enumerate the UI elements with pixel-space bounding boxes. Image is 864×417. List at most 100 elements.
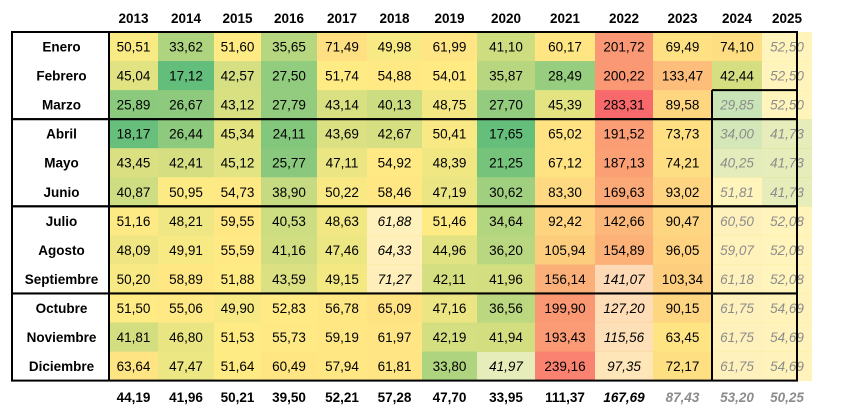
heatmap-cell <box>261 177 317 207</box>
cell-value: 67,12 <box>548 156 582 171</box>
heatmap-cell <box>317 32 367 62</box>
heatmap-cell <box>535 32 595 62</box>
heatmap-cell <box>595 32 653 62</box>
heatmap-cell <box>653 206 712 236</box>
cell-value: 48,39 <box>433 156 467 171</box>
heatmap-cell <box>261 293 317 323</box>
cell-value: 61,75 <box>720 359 754 374</box>
cell-value: 201,72 <box>603 40 644 55</box>
cell-value: 50,20 <box>117 272 151 287</box>
cell-value: 40,87 <box>117 185 151 200</box>
heatmap-cell <box>712 235 762 265</box>
heatmap-cell <box>712 148 762 178</box>
quarter-border <box>11 292 798 382</box>
annual-average-value: 57,28 <box>378 390 412 405</box>
year-header: 2014 <box>171 11 202 26</box>
month-label: Abril <box>46 127 77 142</box>
month-label: Junio <box>44 185 80 200</box>
heatmap-cell <box>712 351 762 382</box>
cell-value: 43,45 <box>117 156 151 171</box>
heatmap-cell <box>535 264 595 294</box>
heatmap-cell <box>158 90 214 120</box>
heatmap-cell <box>595 90 653 120</box>
cell-value: 154,89 <box>603 243 644 258</box>
heatmap-cell <box>595 322 653 353</box>
cell-value: 54,69 <box>770 359 804 374</box>
annual-average-value: 41,96 <box>169 390 203 405</box>
cell-value: 239,16 <box>544 359 585 374</box>
cell-value: 29,85 <box>719 98 754 113</box>
cell-value: 40,25 <box>720 156 754 171</box>
cell-value: 48,75 <box>433 98 467 113</box>
heatmap-cell <box>712 32 762 62</box>
heatmap-cell <box>109 206 158 236</box>
heatmap-cell <box>158 351 214 382</box>
year-header: 2015 <box>222 11 253 26</box>
cell-value: 47,11 <box>326 156 359 171</box>
heatmap-cell <box>477 61 535 91</box>
heatmap-cell <box>367 119 422 149</box>
cell-value: 36,20 <box>489 243 523 258</box>
heatmap-cell <box>261 322 317 353</box>
heatmap-cell <box>317 119 367 149</box>
cell-value: 65,09 <box>378 301 412 316</box>
cell-value: 45,39 <box>548 98 582 113</box>
heatmap-cell <box>214 32 261 62</box>
cell-value: 52,08 <box>770 214 804 229</box>
heatmap-cell <box>477 206 535 236</box>
cell-value: 142,66 <box>603 214 644 229</box>
heatmap-cell <box>214 177 261 207</box>
cell-value: 41,94 <box>489 330 523 345</box>
cell-value: 27,79 <box>272 98 306 113</box>
heatmap-cell <box>477 90 535 120</box>
heatmap-cell <box>317 206 367 236</box>
cell-value: 61,75 <box>720 330 754 345</box>
heatmap-cell <box>214 148 261 178</box>
year-header: 2024 <box>722 11 753 26</box>
cell-value: 38,90 <box>272 185 306 200</box>
month-label: Octubre <box>36 301 88 316</box>
heatmap-cell <box>653 61 712 91</box>
cell-value: 35,87 <box>489 69 523 84</box>
heatmap-cell <box>762 119 812 149</box>
heatmap-cell <box>762 322 812 353</box>
heatmap-cell <box>762 148 812 178</box>
year-header: 2022 <box>609 11 639 26</box>
heatmap-cell <box>653 351 712 382</box>
year-header: 2020 <box>491 11 521 26</box>
cell-value: 103,34 <box>662 272 704 287</box>
cell-value: 41,10 <box>489 40 523 55</box>
cell-value: 51,46 <box>433 214 467 229</box>
heatmap-cell <box>261 206 317 236</box>
cell-value: 96,05 <box>666 243 700 258</box>
cell-value: 63,45 <box>666 330 700 345</box>
cell-value: 52,50 <box>770 40 804 55</box>
month-label: Diciembre <box>29 359 95 374</box>
month-label: Marzo <box>42 98 81 113</box>
heatmap-cell <box>317 148 367 178</box>
heatmap-cell <box>158 322 214 353</box>
cell-value: 17,12 <box>169 69 203 84</box>
cell-value: 41,16 <box>272 243 306 258</box>
annual-average-value: 39,50 <box>272 390 306 405</box>
cell-value: 24,11 <box>273 127 306 142</box>
heatmap-cell <box>367 235 422 265</box>
cell-value: 57,94 <box>325 359 359 374</box>
heatmap-cell <box>214 351 261 382</box>
heatmap-cell <box>158 177 214 207</box>
cell-value: 191,52 <box>603 127 644 142</box>
cell-value: 64,33 <box>378 243 412 258</box>
heatmap-cell <box>535 206 595 236</box>
heatmap-cell <box>477 293 535 323</box>
cell-value: 51,60 <box>221 40 255 55</box>
heatmap-cell <box>595 293 653 323</box>
heatmap-cell <box>653 322 712 353</box>
heatmap-cell <box>367 206 422 236</box>
heatmap-cell <box>712 61 762 91</box>
cell-value: 27,70 <box>489 98 523 113</box>
cell-value: 72,17 <box>666 359 700 374</box>
heatmap-cell <box>712 90 762 120</box>
cell-value: 26,67 <box>169 98 203 113</box>
heatmap-cell <box>317 90 367 120</box>
heatmap-cell <box>595 61 653 91</box>
